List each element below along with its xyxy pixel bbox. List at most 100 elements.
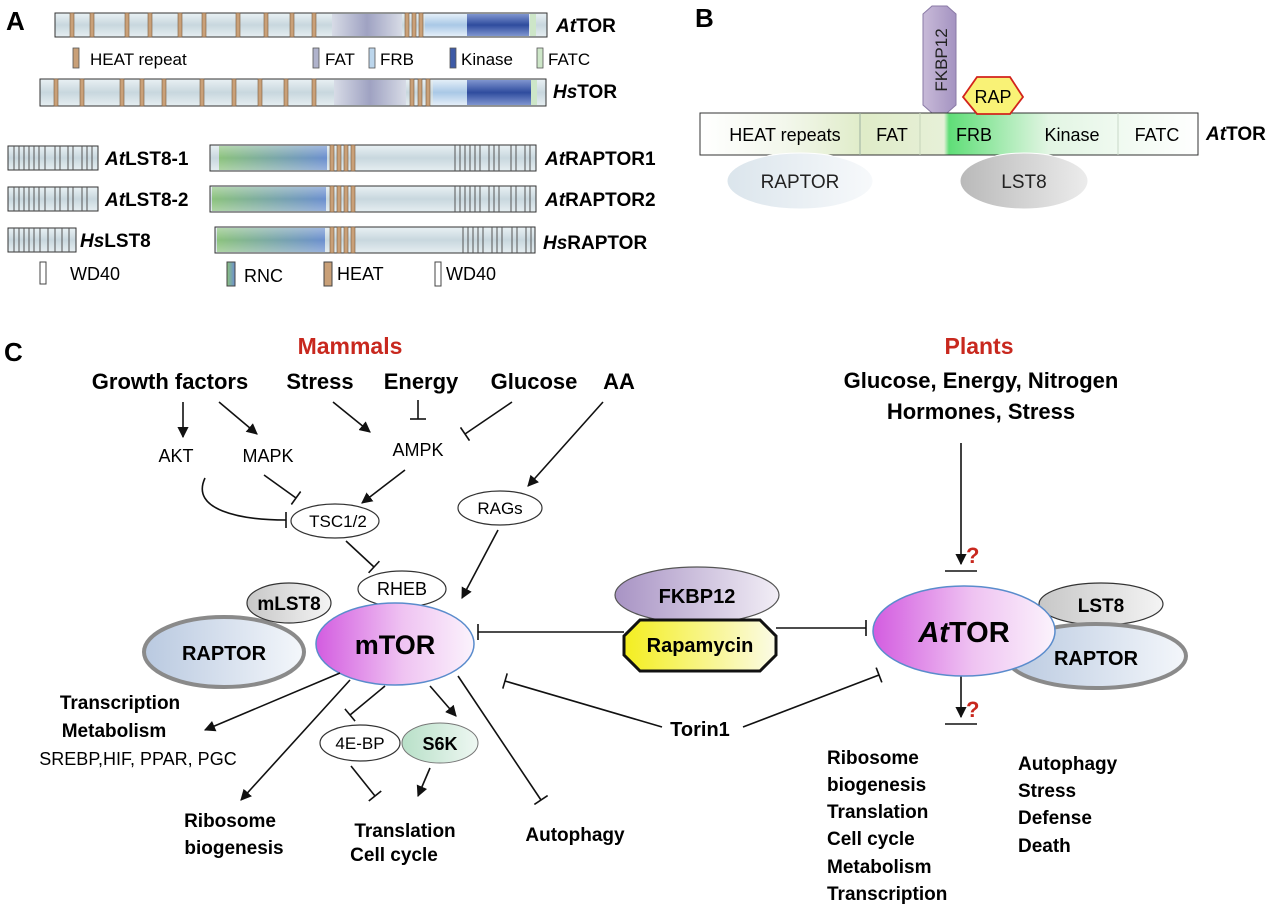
raptor-label-b: RAPTOR bbox=[761, 172, 840, 193]
atlst8-2-bar bbox=[7, 186, 99, 212]
plant-output-translation: Translation bbox=[827, 802, 928, 823]
plant-output-stress: Stress bbox=[1018, 781, 1076, 802]
rapamycin-node: Rapamycin bbox=[622, 618, 778, 673]
output-ribosome: Ribosome bbox=[184, 811, 276, 832]
input-stress: Stress bbox=[286, 369, 353, 394]
edge-torin1-attor bbox=[742, 667, 883, 728]
s6k-node: S6K bbox=[401, 722, 479, 764]
panel-label-c: C bbox=[4, 337, 23, 367]
attor-domain-bar bbox=[54, 12, 548, 38]
edge-4ebp-translation bbox=[350, 765, 382, 802]
rheb-label: RHEB bbox=[377, 579, 427, 599]
rheb-node: RHEB bbox=[357, 570, 447, 608]
plant-inputs-line1: Glucose, Energy, Nitrogen bbox=[844, 368, 1119, 393]
plant-output-metabolism: Metabolism bbox=[827, 857, 932, 878]
tor-domain-legend: HEAT repeat FAT FRB Kinase FATC bbox=[72, 47, 590, 69]
plant-output-autophagy: Autophagy bbox=[1018, 754, 1118, 775]
output-cell-cycle: Cell cycle bbox=[350, 845, 438, 866]
output-targets: SREBP,HIF, PPAR, PGC bbox=[39, 749, 236, 769]
legend-wd40-left: WD40 bbox=[70, 264, 120, 284]
attor-label-b: AtTOR bbox=[1205, 124, 1266, 145]
edge-stress-ampk bbox=[332, 401, 371, 433]
hstor-label: HsTOR bbox=[553, 82, 617, 103]
segment-fatc: FATC bbox=[1135, 125, 1180, 145]
atlst8-1-bar bbox=[7, 145, 99, 171]
legend-frb: FRB bbox=[380, 50, 414, 69]
segment-frb: FRB bbox=[956, 125, 992, 145]
edge-mtor-transcription bbox=[203, 672, 341, 732]
edge-mtor-ribosome bbox=[240, 679, 351, 801]
fat-swatch bbox=[312, 47, 320, 69]
heat-swatch-lower bbox=[323, 261, 333, 287]
atlst8-2-label: AtLST8-2 bbox=[104, 190, 188, 211]
input-growth-factors: Growth factors bbox=[92, 369, 248, 394]
plant-output-death: Death bbox=[1018, 836, 1071, 857]
rapamycin-label: Rapamycin bbox=[647, 635, 754, 657]
edge-tsc-rheb bbox=[345, 540, 381, 574]
segment-heat-repeats: HEAT repeats bbox=[729, 125, 840, 145]
input-glucose: Glucose bbox=[491, 369, 578, 394]
frb-swatch bbox=[368, 47, 376, 69]
tsc-node: TSC1/2 bbox=[290, 503, 380, 539]
atlst8-1-label: AtLST8-1 bbox=[104, 149, 189, 170]
rags-label: RAGs bbox=[477, 499, 522, 518]
ebp-node: 4E-BP bbox=[319, 724, 401, 762]
segment-fat: FAT bbox=[876, 125, 908, 145]
rnc-swatch bbox=[226, 261, 236, 287]
edge-torin1-mtor bbox=[501, 673, 663, 728]
plant-inputs-line2: Hormones, Stress bbox=[887, 399, 1075, 424]
atraptor1-bar bbox=[209, 144, 537, 172]
edge-ampk-tsc bbox=[361, 469, 406, 504]
mlst8-node: mLST8 bbox=[246, 582, 332, 624]
fatc-swatch bbox=[536, 47, 544, 69]
lst8-bars bbox=[7, 145, 99, 253]
rap-hexagon-b: RAP bbox=[961, 76, 1025, 115]
plant-outputs-right: Autophagy Stress Defense Death bbox=[1018, 754, 1118, 857]
mlst8-label: mLST8 bbox=[257, 594, 320, 615]
wd40-swatch-left bbox=[39, 261, 47, 285]
hslst8-bar bbox=[7, 227, 77, 253]
raptor-label-mammal: RAPTOR bbox=[182, 643, 267, 665]
edge-rags-mtor bbox=[461, 529, 499, 599]
lst8-label-plant: LST8 bbox=[1078, 596, 1124, 617]
plant-output-biogenesis: biogenesis bbox=[827, 775, 926, 796]
panel-label-b: B bbox=[695, 3, 714, 33]
wd40-swatch-right bbox=[434, 261, 442, 287]
edge-mtor-autophagy bbox=[457, 675, 549, 806]
hstor-heat-repeats bbox=[53, 78, 431, 107]
legend-wd40-right: WD40 bbox=[446, 264, 496, 284]
output-metabolism: Metabolism bbox=[62, 721, 167, 742]
output-transcription: Transcription bbox=[60, 693, 180, 714]
mtor-output-edges bbox=[203, 672, 549, 806]
legend-heat: HEAT bbox=[337, 264, 384, 284]
legend-kinase: Kinase bbox=[461, 50, 513, 69]
mtor-label: mTOR bbox=[355, 630, 436, 660]
plant-output-defense: Defense bbox=[1018, 808, 1092, 829]
raptor-node-mammal: RAPTOR bbox=[142, 615, 306, 689]
mtor-node: mTOR bbox=[315, 602, 475, 686]
legend-fatc: FATC bbox=[548, 50, 590, 69]
torin1-label: Torin1 bbox=[670, 719, 730, 741]
legend-rnc: RNC bbox=[244, 266, 283, 286]
question-mark-upper: ? bbox=[966, 543, 979, 568]
hsraptor-bar bbox=[214, 226, 536, 254]
output-autophagy: Autophagy bbox=[525, 825, 625, 846]
ebp-label: 4E-BP bbox=[335, 734, 384, 753]
plant-output-transcription: Transcription bbox=[827, 884, 947, 905]
plant-outputs-left: Ribosome biogenesis Translation Cell cyc… bbox=[827, 748, 947, 905]
attor-label: AtTOR bbox=[555, 16, 616, 37]
plants-title: Plants bbox=[944, 333, 1013, 359]
attor-label-plant: AtTOR bbox=[917, 617, 1009, 649]
panel-label-a: A bbox=[6, 6, 25, 36]
edge-aa-rags bbox=[527, 401, 604, 487]
lst8-ellipse-b: LST8 bbox=[959, 152, 1089, 210]
raptor-ellipse-b: RAPTOR bbox=[726, 152, 874, 210]
lower-domain-legend: WD40 RNC HEAT WD40 bbox=[39, 261, 496, 287]
mapk-label: MAPK bbox=[242, 446, 293, 466]
drug-inhibition-edges bbox=[477, 620, 883, 728]
input-energy: Energy bbox=[384, 369, 459, 394]
rags-node: RAGs bbox=[457, 490, 543, 526]
edge-s6k-translation bbox=[416, 767, 431, 798]
tsc-label: TSC1/2 bbox=[309, 512, 367, 531]
edge-akt-tsc bbox=[201, 477, 287, 529]
